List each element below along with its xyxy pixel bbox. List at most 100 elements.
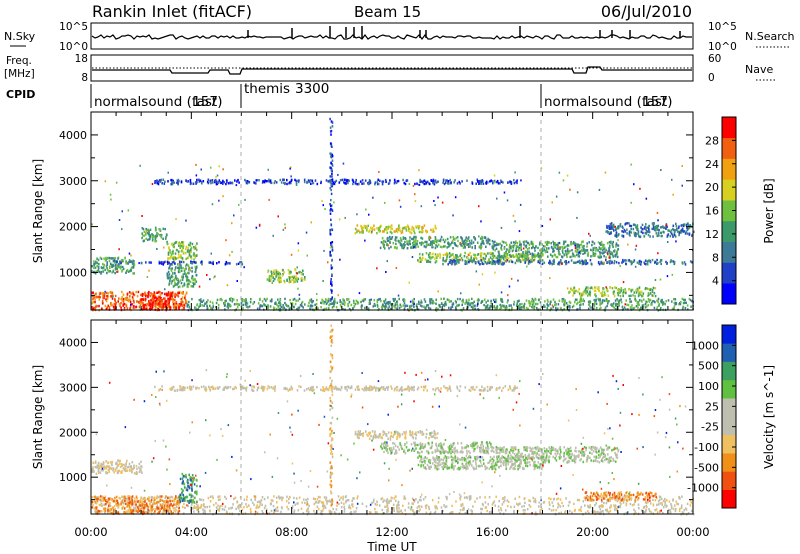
heatmap-cell xyxy=(284,301,286,305)
heatmap-cell xyxy=(451,504,453,508)
heatmap-cell xyxy=(262,512,264,515)
heatmap-cell xyxy=(187,282,190,285)
heatmap-cell xyxy=(513,181,516,185)
heatmap-cell xyxy=(156,234,158,238)
heatmap-cell xyxy=(170,292,173,296)
heatmap-cell xyxy=(159,296,161,299)
heatmap-cell xyxy=(329,117,331,121)
heatmap-cell xyxy=(496,242,498,245)
heatmap-cell xyxy=(654,279,657,281)
heatmap-cell xyxy=(673,301,676,305)
heatmap-cell xyxy=(544,305,546,308)
heatmap-cell xyxy=(581,299,583,303)
heatmap-cell xyxy=(98,298,100,301)
heatmap-cell xyxy=(348,504,351,507)
heatmap-cell xyxy=(405,226,407,229)
heatmap-cell xyxy=(525,306,528,310)
heatmap-cell xyxy=(395,228,398,231)
heatmap-cell xyxy=(397,228,400,232)
heatmap-cell xyxy=(628,294,630,298)
heatmap-cell xyxy=(378,504,381,507)
heatmap-cell xyxy=(467,301,470,304)
heatmap-cell xyxy=(354,232,357,235)
heatmap-cell xyxy=(558,250,560,254)
heatmap-cell xyxy=(599,256,601,259)
heatmap-cell xyxy=(529,304,531,307)
heatmap-cell xyxy=(255,182,257,185)
heatmap-cell xyxy=(385,180,387,183)
heatmap-cell xyxy=(352,182,354,186)
heatmap-cell xyxy=(478,205,480,208)
heatmap-cell xyxy=(507,257,510,260)
heatmap-cell xyxy=(576,216,578,219)
heatmap-cell xyxy=(612,255,615,258)
heatmap-cell xyxy=(270,270,273,273)
heatmap-cell xyxy=(454,196,457,199)
heatmap-cell xyxy=(177,181,179,184)
heatmap-cell xyxy=(561,249,564,252)
heatmap-cell xyxy=(500,179,502,182)
heatmap-cell xyxy=(185,257,187,261)
heatmap-cell xyxy=(298,179,300,182)
heatmap-cell xyxy=(637,294,640,298)
heatmap-cell xyxy=(499,307,501,311)
heatmap-cell xyxy=(366,229,368,232)
heatmap-cell xyxy=(551,201,553,204)
heatmap-cell xyxy=(121,265,124,269)
heatmap-cell xyxy=(492,298,495,302)
heatmap-cell xyxy=(225,299,227,302)
heatmap-cell xyxy=(122,260,124,263)
heatmap-cell xyxy=(609,223,612,226)
heatmap-cell xyxy=(427,243,430,246)
heatmap-cell xyxy=(624,223,626,226)
heatmap-cell xyxy=(598,256,600,259)
heatmap-cell xyxy=(608,260,611,263)
heatmap-cell xyxy=(453,255,455,258)
heatmap-cell xyxy=(470,256,472,259)
heatmap-cell xyxy=(479,182,482,185)
heatmap-cell xyxy=(156,297,158,300)
heatmap-cell xyxy=(500,248,503,251)
heatmap-cell xyxy=(629,297,631,301)
heatmap-cell xyxy=(585,292,587,295)
heatmap-cell xyxy=(625,502,628,505)
heatmap-cell xyxy=(615,261,618,264)
heatmap-cell xyxy=(327,297,330,301)
heatmap-cell xyxy=(431,244,433,248)
heatmap-cell xyxy=(416,182,418,185)
heatmap-cell xyxy=(478,182,480,185)
heatmap-cell xyxy=(446,497,448,501)
heatmap-cell xyxy=(356,183,358,186)
heatmap-cell xyxy=(364,226,367,230)
heatmap-cell xyxy=(406,240,408,243)
heatmap-cell xyxy=(413,246,415,249)
heatmap-cell xyxy=(167,303,169,307)
heatmap-cell xyxy=(411,245,414,249)
heatmap-cell xyxy=(406,242,408,246)
heatmap-cell xyxy=(648,288,650,291)
heatmap-cell xyxy=(444,181,447,184)
heatmap-cell xyxy=(207,496,210,500)
heatmap-cell xyxy=(196,242,198,245)
heatmap-cell xyxy=(212,305,215,309)
heatmap-cell xyxy=(127,262,129,265)
heatmap-cell xyxy=(633,306,636,310)
heatmap-cell xyxy=(558,512,560,515)
heatmap-cell xyxy=(463,239,465,243)
heatmap-cell xyxy=(180,302,182,306)
heatmap-cell xyxy=(635,305,638,308)
heatmap-cell xyxy=(618,261,620,265)
heatmap-cell xyxy=(181,257,184,260)
heatmap-cell xyxy=(619,265,621,267)
heatmap-cell xyxy=(189,178,192,182)
heatmap-cell xyxy=(264,504,267,508)
cpid-segment-2-name: themis xyxy=(244,81,290,97)
heatmap-cell xyxy=(291,302,294,305)
heatmap-cell xyxy=(637,289,639,292)
heatmap-cell xyxy=(308,504,310,508)
heatmap-cell xyxy=(273,269,275,272)
heatmap-cell xyxy=(216,174,219,177)
heatmap-cell xyxy=(530,246,533,250)
heatmap-cell xyxy=(317,495,320,499)
